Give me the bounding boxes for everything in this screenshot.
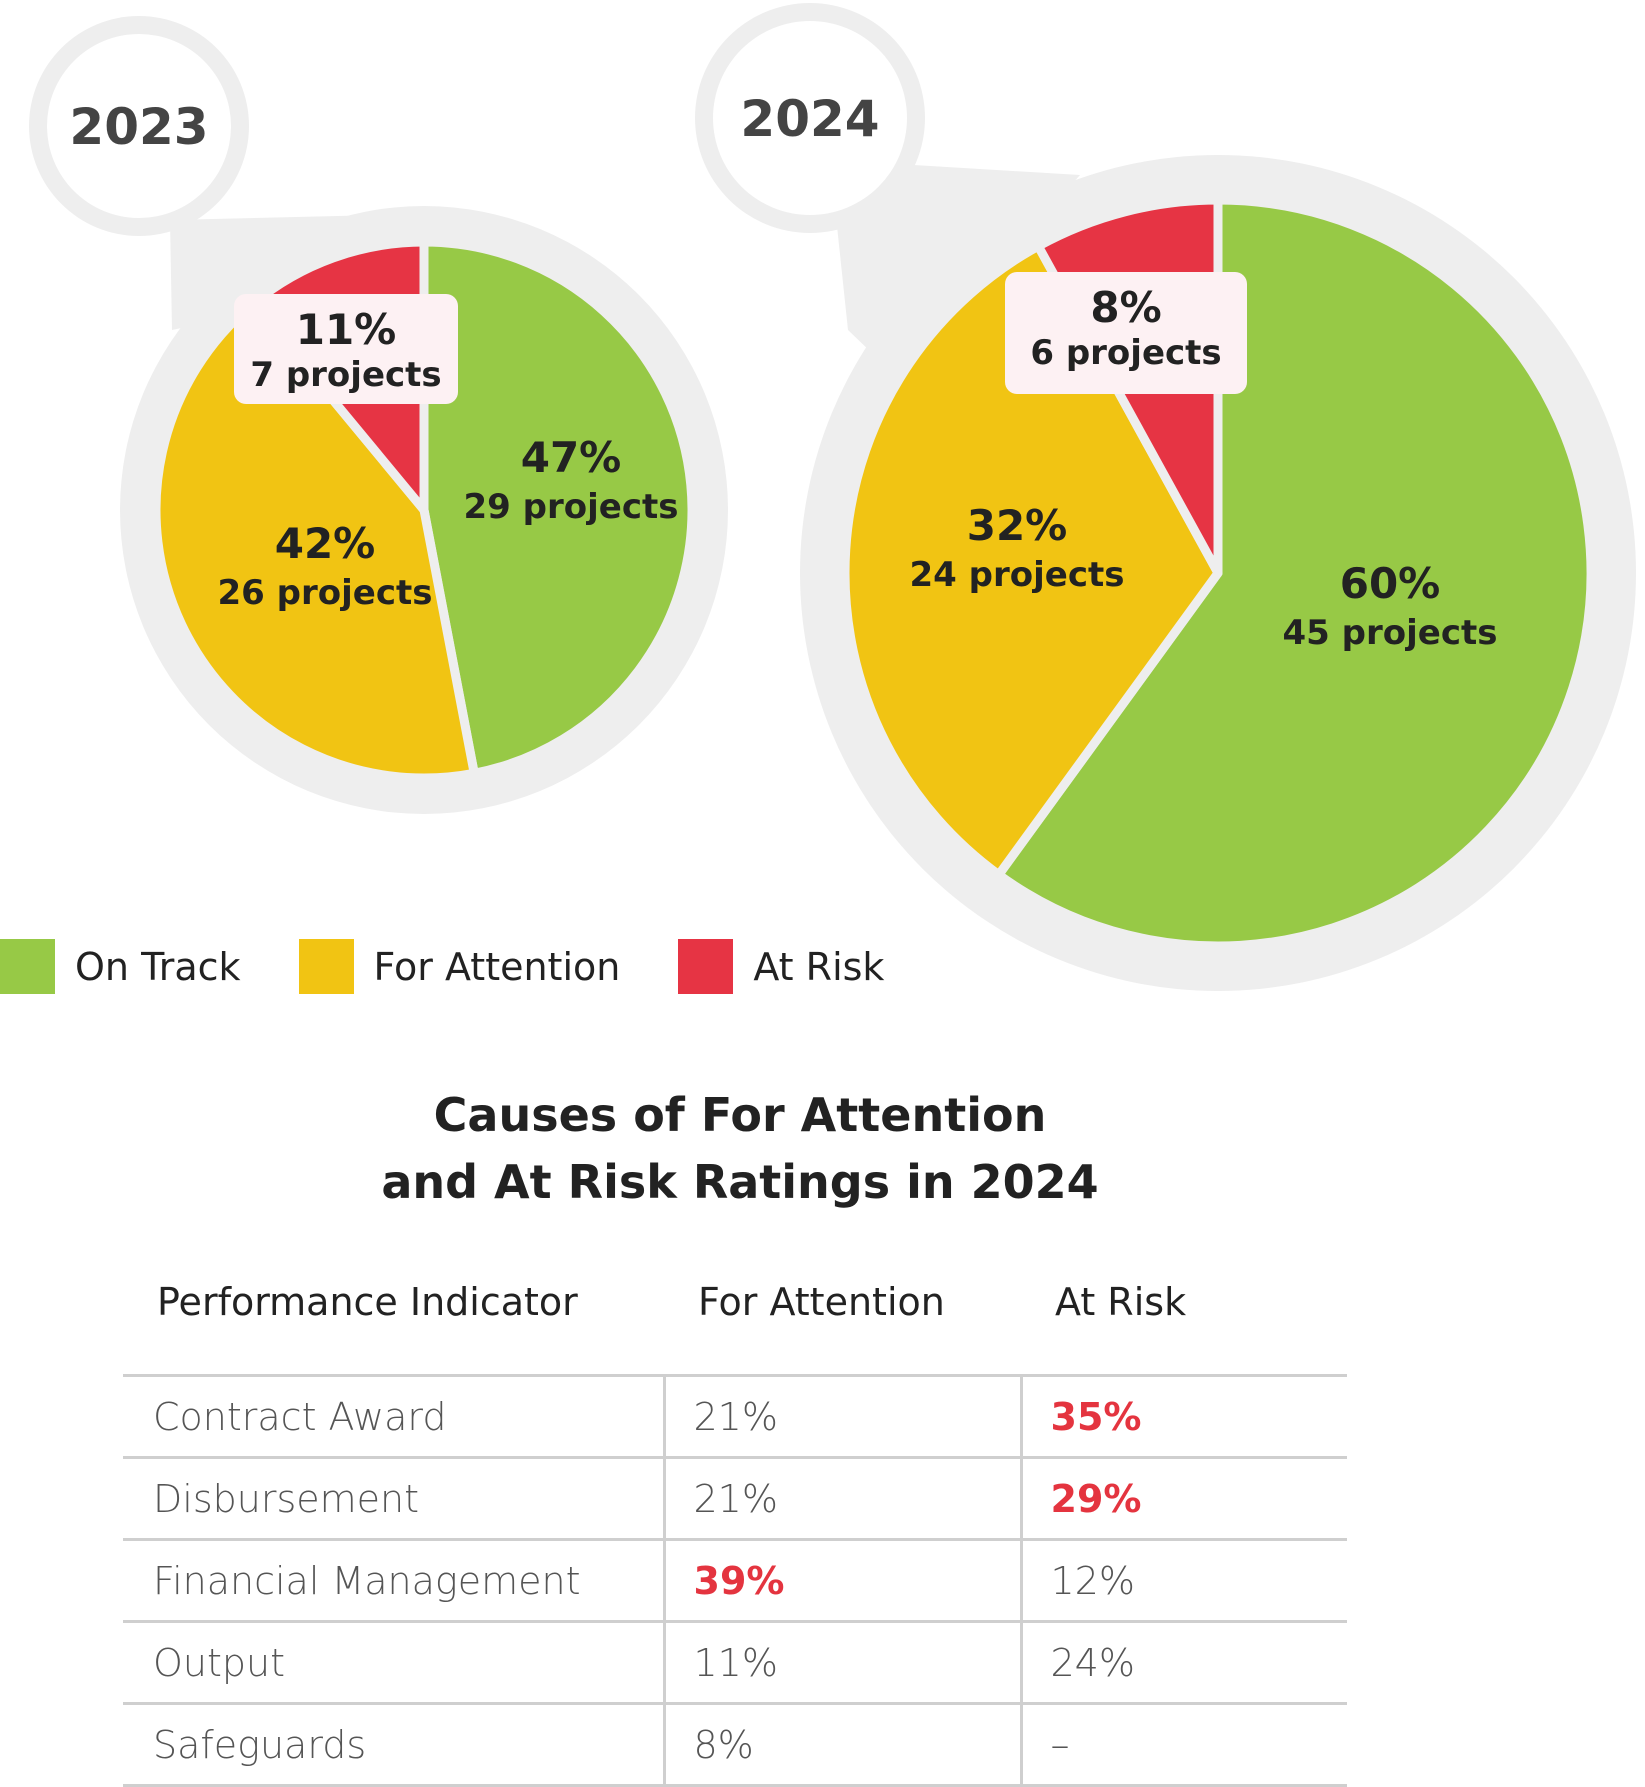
bubble-tail-2023 (170, 215, 380, 330)
year-label-2023: 2023 (69, 98, 208, 156)
slice-percent-2023-on-track: 47% (521, 433, 622, 482)
cell-indicator: Output (123, 1621, 664, 1705)
slice-percent-2024-on-track: 60% (1340, 559, 1441, 608)
year-bubble-inner-2023 (47, 34, 231, 218)
legend-item-for-attention: For Attention (298, 939, 621, 994)
table-title: Causes of For Attention and At Risk Rati… (0, 1082, 1480, 1216)
cell-at-risk: 29% (1019, 1457, 1347, 1541)
cell-for-attention: 11% (662, 1621, 1021, 1705)
cell-at-risk: 35% (1019, 1375, 1347, 1459)
legend-swatch-on-track (0, 939, 55, 994)
legend-swatch-for-attention (298, 939, 354, 994)
slice-projects-2024-for-attention: 24 projects (910, 555, 1125, 595)
pie-slice-2024-for-attention (840, 241, 1223, 880)
slice-projects-2024-at-risk: 6 projects (1030, 333, 1221, 373)
pie-slice-2023-on-track (419, 237, 697, 778)
cell-for-attention: 21% (662, 1457, 1021, 1541)
pie-charts: 2023 47% 29 projects 42% 26 projects 11%7 pro… (29, 3, 1636, 991)
slice-percent-2023-for-attention: 42% (275, 519, 376, 568)
legend: On Track For Attention At Risk (0, 939, 942, 994)
table-row: Safeguards 8% – (123, 1703, 1347, 1787)
table-title-line-1: Causes of For Attention (433, 1088, 1047, 1142)
pie-slice-2023-for-attention (151, 299, 479, 783)
slice-projects-2023-at-risk: 7 projects (250, 355, 441, 395)
legend-label-for-attention: For Attention (373, 944, 621, 989)
legend-label-at-risk: At Risk (753, 944, 885, 989)
slice-projects-2024-on-track: 45 projects (1283, 613, 1498, 653)
table-title-line-2: and At Risk Ratings in 2024 (381, 1155, 1099, 1209)
slice-percent-2024-at-risk: 8% (1090, 283, 1161, 332)
legend-item-at-risk: At Risk (678, 939, 884, 994)
year-label-2024: 2024 (740, 90, 879, 148)
slice-projects-2023-on-track: 29 projects (464, 487, 679, 527)
cell-indicator: Financial Management (123, 1539, 664, 1623)
slice-percent-2024-for-attention: 32% (967, 501, 1068, 550)
slice-projects-2023-for-attention: 26 projects (218, 573, 433, 613)
legend-item-on-track: On Track (0, 939, 241, 994)
cell-indicator: Disbursement (123, 1457, 664, 1541)
header-at-risk: At Risk (1021, 1250, 1347, 1377)
cell-indicator: Safeguards (123, 1703, 664, 1787)
table-row: Financial Management 39% 12% (123, 1539, 1347, 1623)
cell-at-risk: 12% (1019, 1539, 1347, 1623)
table-row: Contract Award 21% 35% (123, 1375, 1347, 1459)
cell-indicator: Contract Award (123, 1375, 664, 1459)
table-row: Disbursement 21% 29% (123, 1457, 1347, 1541)
header-performance-indicator: Performance Indicator (123, 1250, 664, 1377)
slice-percent-2023-at-risk: 11% (296, 305, 397, 354)
header-for-attention: For Attention (664, 1250, 1021, 1377)
cell-for-attention: 21% (662, 1375, 1021, 1459)
legend-label-on-track: On Track (75, 944, 241, 989)
causes-table: Performance Indicator For Attention At R… (123, 1250, 1347, 1787)
callout-box-2024-at-risk (1005, 272, 1247, 394)
cell-for-attention: 8% (662, 1703, 1021, 1787)
table-row: Output 11% 24% (123, 1621, 1347, 1705)
causes-table-grid: Performance Indicator For Attention At R… (123, 1250, 1347, 1787)
pie-slice-2024-on-track (994, 195, 1596, 951)
year-bubble-inner-2024 (713, 21, 907, 215)
cell-at-risk: 24% (1019, 1621, 1347, 1705)
bubble-tail-2024 (830, 160, 1080, 380)
cell-at-risk: – (1019, 1703, 1347, 1787)
table-header-row: Performance Indicator For Attention At R… (123, 1250, 1347, 1377)
callout-box-2023-at-risk (234, 294, 458, 404)
cell-for-attention: 39% (662, 1539, 1021, 1623)
legend-swatch-at-risk (678, 939, 734, 994)
